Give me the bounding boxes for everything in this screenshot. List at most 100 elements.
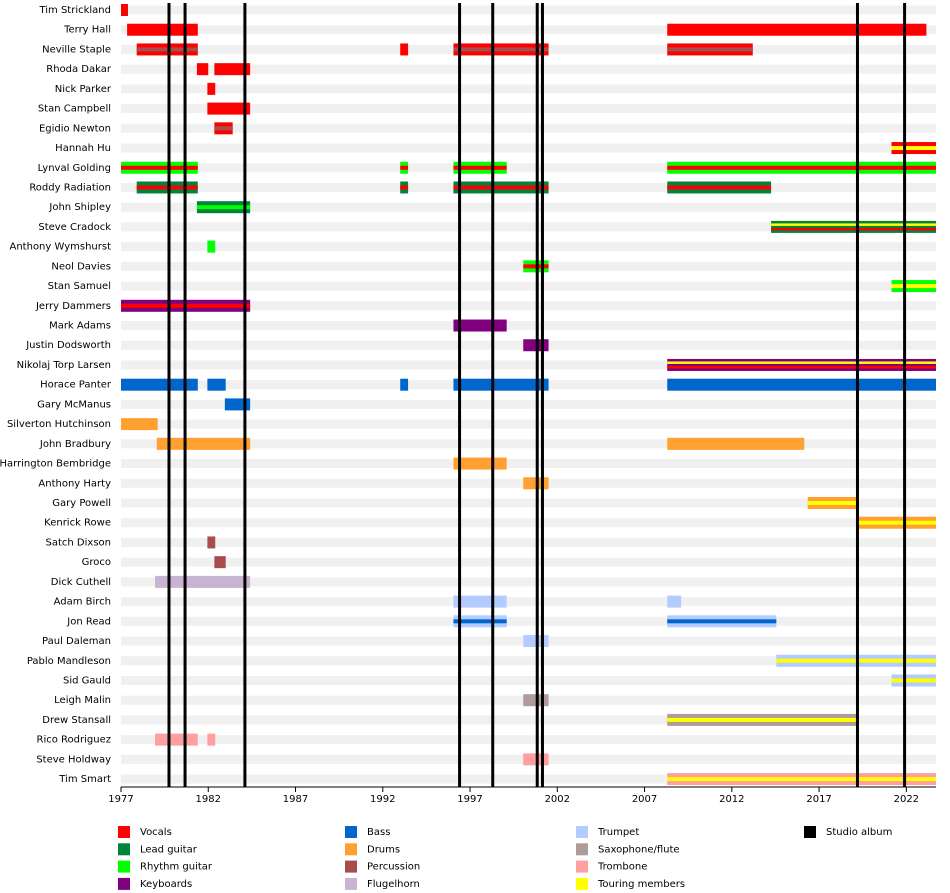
tenure-bar [207,378,226,391]
role-stripe [891,678,936,683]
role-stripe [771,227,936,231]
row-background [121,675,936,685]
tenure-bar [121,4,128,16]
member-name: Lynval Golding [38,163,111,174]
member-name: Harrington Bembridge [0,459,111,470]
tenure-bar [207,102,251,115]
legend-label: Trumpet [597,827,639,838]
member-name: John Shipley [48,202,111,213]
legend-swatch [576,843,588,856]
member-name: Groco [82,557,111,568]
role-stripe [667,365,936,369]
role-stripe [136,185,198,190]
member-name: Kenrick Rowe [44,518,111,529]
role-stripe [667,777,936,782]
row-background [121,202,936,212]
member-name: Leigh Malin [54,695,111,706]
row-background [121,656,936,666]
tenure-bar [400,43,409,56]
x-tick-label: 1987 [283,794,308,805]
row-background [121,419,936,429]
role-stripe [453,47,549,52]
x-tick-label: 1992 [370,794,395,805]
legend-swatch [345,877,357,890]
tenure-bar [121,378,198,391]
row-background [121,735,936,745]
member-name: Terry Hall [63,25,111,36]
legend-label: Touring members [597,879,685,890]
legend-swatch [118,826,130,838]
row-background [121,25,936,35]
role-stripe [400,165,409,170]
member-name: Horace Panter [40,380,112,391]
tenure-bar [121,418,158,431]
role-stripe [214,126,233,131]
member-name: Rhoda Dakar [46,64,112,75]
row-background [121,498,936,508]
member-name: Gary McManus [37,399,111,410]
x-tick-label: 2007 [632,794,657,805]
row-background [121,143,936,153]
row-background [121,321,936,331]
tenure-bar [453,457,507,470]
row-background [121,360,936,370]
legend-label: Rhythm guitar [140,862,213,873]
member-name: Tim Strickland [38,5,111,16]
row-background [121,281,936,291]
row-background [121,518,936,528]
role-stripe [667,47,753,52]
x-tick-label: 2017 [806,794,831,805]
legend-swatch [576,877,588,890]
legend-swatch [576,860,588,873]
member-name: Nikolaj Torp Larsen [17,360,111,371]
member-name: Steve Cradock [38,222,111,233]
legend-label: Saxophone/flute [598,844,680,855]
legend-swatch [118,860,130,873]
member-name: Mark Adams [49,321,111,332]
row-background [121,163,936,173]
tenure-bar [127,23,198,36]
row-background [121,123,936,133]
role-stripe [667,185,772,190]
member-name: Anthony Harty [38,478,111,489]
tenure-bar [400,378,409,391]
x-tick-label: 2012 [719,794,744,805]
member-name: John Bradbury [39,439,111,450]
tenure-bar [667,437,805,450]
legend-label: Drums [367,844,400,855]
tenure-bar [196,63,209,76]
legend-swatch [345,826,357,838]
member-name: Neville Staple [42,44,111,55]
member-name: Adam Birch [54,597,111,608]
member-name: Sid Gauld [63,675,111,686]
tenure-bar [207,536,216,549]
row-background [121,616,936,626]
row-background [121,597,936,607]
tenure-bar [667,23,927,36]
member-name: Drew Stansall [42,715,111,726]
row-background [121,774,936,784]
member-name: Tim Smart [58,774,111,785]
role-stripe [121,165,198,170]
role-stripe [667,165,936,170]
member-name: Nick Parker [55,84,112,95]
legend-label: Trombone [597,862,647,873]
tenure-bar [667,595,682,608]
tenure-bar [155,733,198,746]
tenure-bar [207,82,216,95]
member-name: Roddy Radiation [29,182,111,193]
tenure-bar [667,378,936,391]
x-tick-label: 2002 [545,794,570,805]
role-stripe [891,284,936,289]
row-background [121,439,936,449]
member-name: Anthony Wymshurst [10,242,112,253]
row-background [121,64,936,74]
tenure-bar [214,63,251,76]
member-name: Egidio Newton [39,123,111,134]
legend-label: Flugelhorn [367,879,420,890]
tenure-bar [155,575,251,588]
tenure-bar [453,595,507,608]
tenure-bar [207,240,216,253]
member-name: Stan Samuel [48,281,111,292]
